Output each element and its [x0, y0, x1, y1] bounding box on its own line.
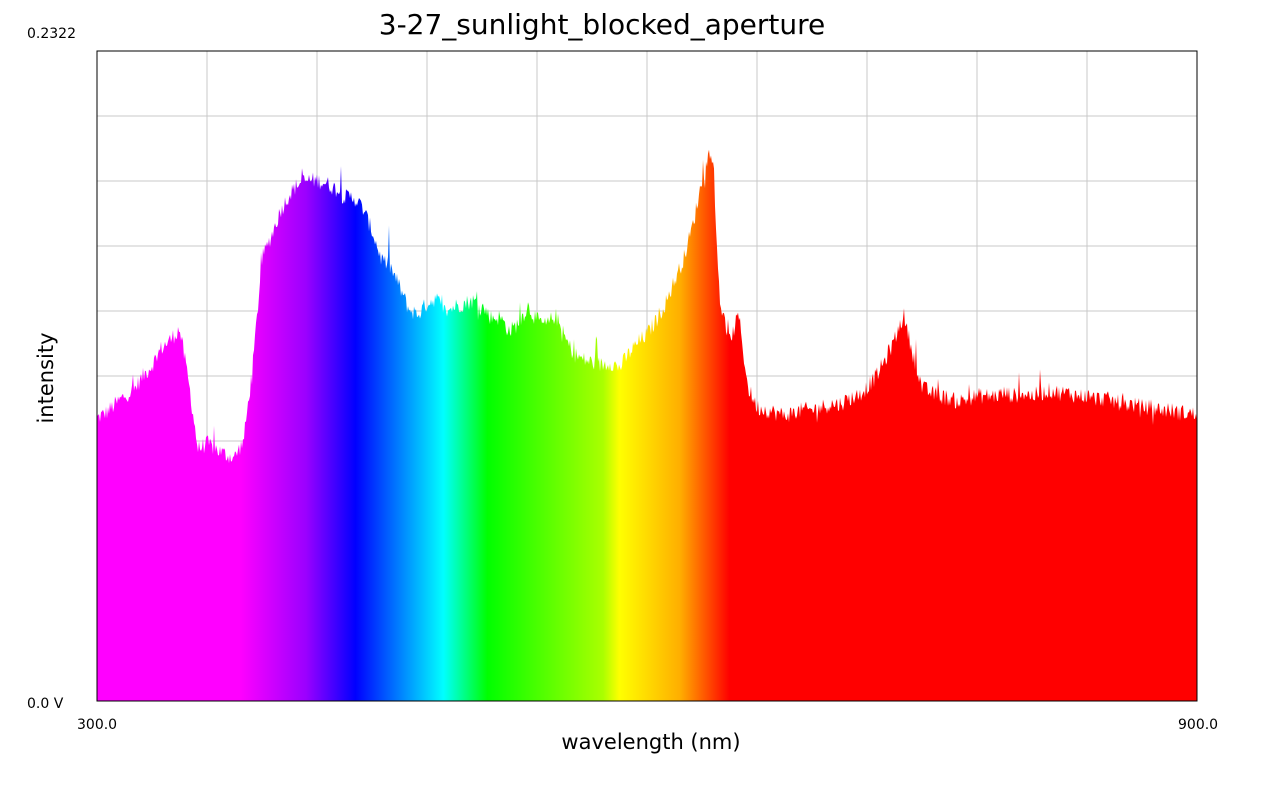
y-min-tick-label: 0.0 V [27, 696, 64, 712]
x-max-tick-label: 900.0 [1178, 717, 1219, 733]
y-max-tick-label: 0.2322 [27, 26, 76, 42]
spectrum-series-1-area [97, 149, 1197, 701]
chart-title: 3-27_sunlight_blocked_aperture [378, 8, 826, 41]
plot-frame [96, 50, 1198, 702]
x-axis-title: wavelength (nm) [561, 730, 741, 754]
x-min-tick-label: 300.0 [77, 717, 118, 733]
